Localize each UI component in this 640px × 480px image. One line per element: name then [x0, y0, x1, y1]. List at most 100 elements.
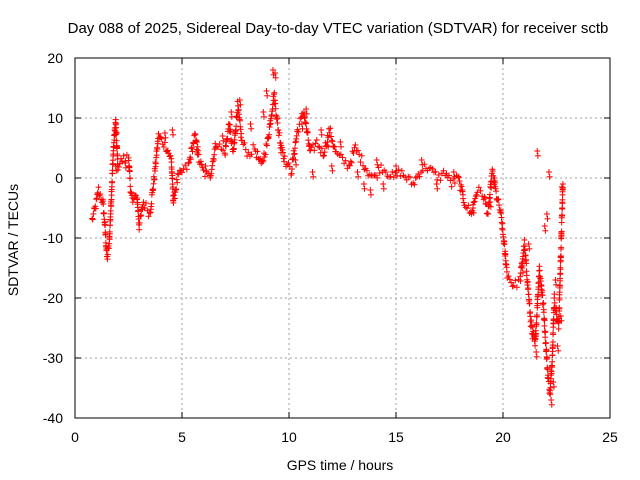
data-point [360, 162, 367, 169]
data-point [291, 150, 298, 157]
data-point [323, 142, 330, 149]
data-point [487, 203, 494, 210]
data-point [167, 152, 174, 159]
data-point [494, 197, 501, 204]
data-point [542, 339, 549, 346]
data-point [557, 277, 564, 284]
data-point [259, 158, 266, 165]
data-point [254, 148, 261, 155]
data-point [126, 168, 133, 175]
data-point [182, 162, 189, 169]
data-point [228, 109, 235, 115]
data-point [272, 100, 279, 107]
data-point [548, 397, 555, 403]
data-point [510, 282, 517, 289]
data-point [373, 157, 380, 163]
data-point [459, 187, 466, 193]
data-point [174, 170, 181, 177]
data-point [419, 161, 426, 168]
data-point [106, 236, 113, 243]
data-point [458, 183, 465, 190]
data-point [288, 166, 295, 173]
data-point [216, 141, 223, 148]
data-point [202, 163, 209, 169]
data-point [495, 196, 502, 203]
data-point [361, 166, 368, 173]
data-point [318, 127, 325, 133]
data-point [393, 163, 399, 169]
data-point [171, 195, 178, 202]
data-point [160, 143, 167, 150]
data-point [418, 157, 425, 163]
data-point [154, 140, 161, 147]
data-point [533, 353, 540, 360]
data-point [161, 130, 168, 136]
data-point [534, 152, 541, 159]
data-point [549, 358, 556, 365]
y-tick-label: -30 [43, 350, 63, 366]
data-point [152, 160, 159, 167]
data-point [555, 347, 562, 354]
data-point [220, 147, 227, 154]
data-point [434, 185, 441, 192]
data-point [472, 193, 479, 200]
data-point [237, 101, 244, 108]
data-point [281, 158, 288, 165]
data-point [189, 148, 196, 155]
data-point [374, 161, 381, 168]
data-point [118, 155, 125, 162]
data-point [329, 138, 336, 145]
data-point [502, 253, 509, 259]
data-point [557, 252, 564, 259]
y-tick-label: -40 [43, 410, 63, 426]
x-tick-label: 15 [388, 429, 404, 445]
data-point [187, 156, 194, 163]
data-point [153, 152, 160, 159]
data-point [318, 131, 325, 138]
data-point [487, 178, 494, 185]
data-point [303, 106, 310, 112]
data-point [309, 169, 316, 175]
data-point [233, 123, 240, 130]
data-point [356, 151, 363, 158]
x-tick-label: 0 [71, 429, 79, 445]
y-tick-label: 10 [47, 110, 63, 126]
data-point [248, 151, 255, 158]
data-point [465, 202, 472, 209]
data-point [534, 312, 541, 319]
data-point [358, 152, 365, 159]
data-point [260, 157, 267, 164]
y-axis-label: SDTVAR / TECUs [5, 184, 21, 296]
data-point [549, 338, 556, 345]
data-point [108, 192, 115, 199]
data-point [123, 151, 130, 158]
data-point [558, 228, 565, 235]
data-point [114, 145, 121, 152]
data-point [104, 251, 111, 258]
data-point [261, 150, 268, 157]
data-point [150, 180, 157, 187]
grid-lines [75, 58, 610, 418]
data-point [541, 317, 548, 324]
data-point [355, 173, 362, 180]
data-point [474, 189, 481, 196]
x-tick-label: 20 [495, 429, 511, 445]
data-point [303, 120, 310, 127]
data-point [501, 241, 508, 248]
data-point [550, 316, 557, 323]
data-point [228, 113, 235, 120]
data-point [310, 173, 317, 180]
data-point [542, 334, 549, 341]
data-point [526, 300, 533, 307]
data-point [325, 143, 332, 150]
data-point [169, 175, 176, 182]
data-point [416, 173, 423, 180]
data-point [119, 158, 126, 165]
data-point [550, 383, 557, 390]
data-point [484, 210, 491, 217]
data-point [161, 139, 168, 146]
data-point [406, 174, 413, 181]
data-point [533, 349, 540, 355]
data-point [108, 203, 115, 210]
data-point [403, 176, 410, 183]
